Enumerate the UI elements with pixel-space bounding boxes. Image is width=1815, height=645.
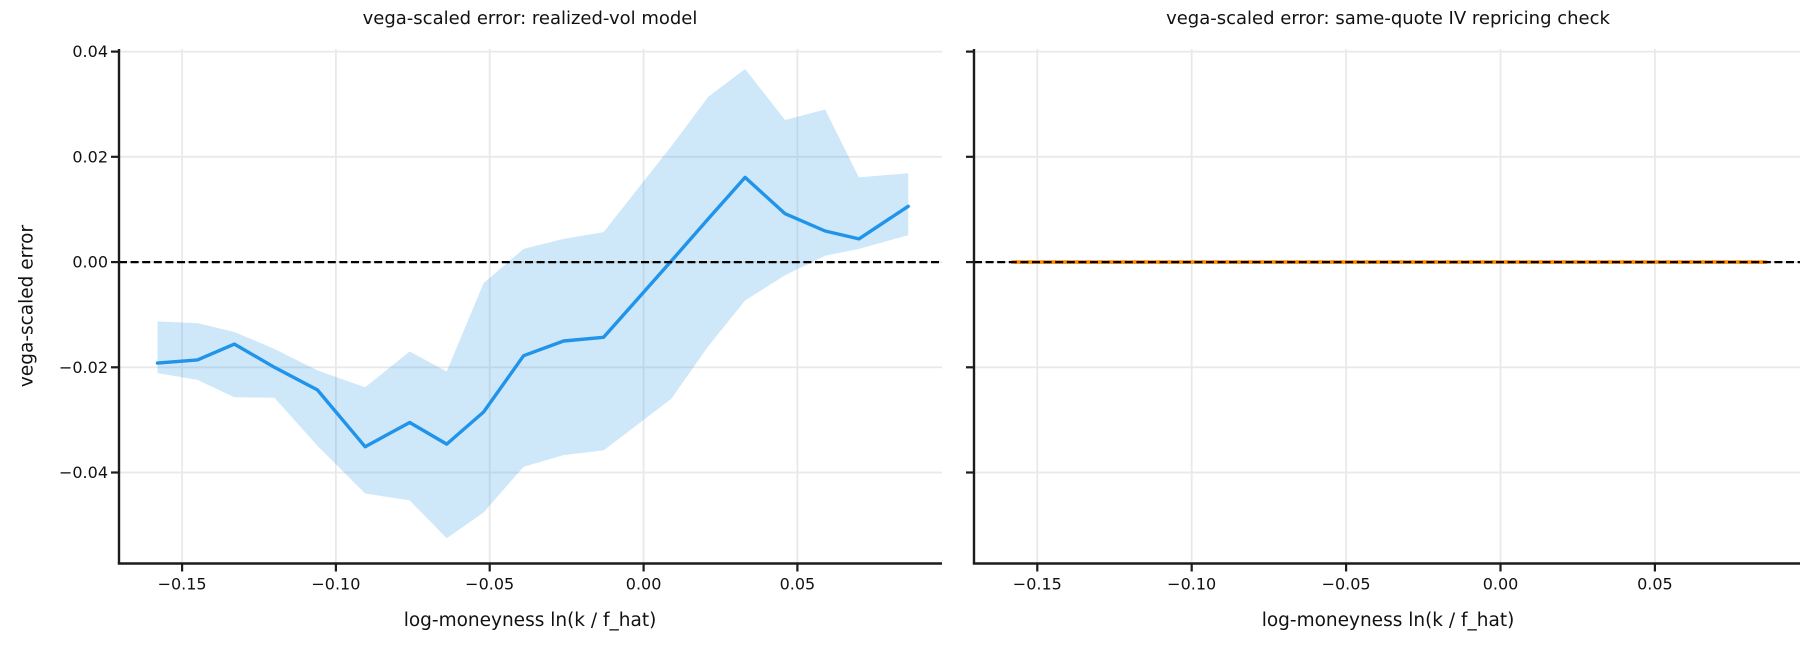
y-tick-label: −0.02 xyxy=(59,358,108,377)
left-chart-title: vega-scaled error: realized-vol model xyxy=(362,8,698,29)
x-tick-label: −0.10 xyxy=(311,575,360,594)
x-axis-label-right: log-moneyness ln(k / f_hat) xyxy=(1261,610,1515,631)
x-tick-label: −0.05 xyxy=(1322,575,1371,594)
series-line xyxy=(155,175,910,449)
chart-panel: −0.15 −0.10 −0.05 0.00 0.05 −0.04 −0.02 0.00 0.0… xyxy=(59,42,942,594)
x-axis-label-left: log-moneyness ln(k / f_hat) xyxy=(403,610,657,631)
y-tick-label: 0.02 xyxy=(72,147,108,166)
y-axis-label: vega-scaled error xyxy=(16,224,38,388)
chart-panel: −0.15 −0.10 −0.05 0.00 0.05 xyxy=(966,49,1800,594)
x-tick-label: −0.15 xyxy=(1013,575,1062,594)
y-tick-label: 0.04 xyxy=(72,42,108,61)
y-tick-label: 0.00 xyxy=(72,253,108,272)
confidence-band xyxy=(157,69,909,539)
x-tick-label: 0.05 xyxy=(1637,575,1673,594)
x-tick-label: −0.15 xyxy=(158,575,207,594)
x-tick-label: −0.10 xyxy=(1167,575,1216,594)
x-tick-label: 0.05 xyxy=(780,575,816,594)
x-tick-label: 0.00 xyxy=(1483,575,1519,594)
y-tick-label: −0.04 xyxy=(59,463,108,482)
x-tick-label: 0.00 xyxy=(626,575,662,594)
right-chart-title: vega-scaled error: same-quote IV reprici… xyxy=(1166,8,1610,29)
x-tick-label: −0.05 xyxy=(465,575,514,594)
